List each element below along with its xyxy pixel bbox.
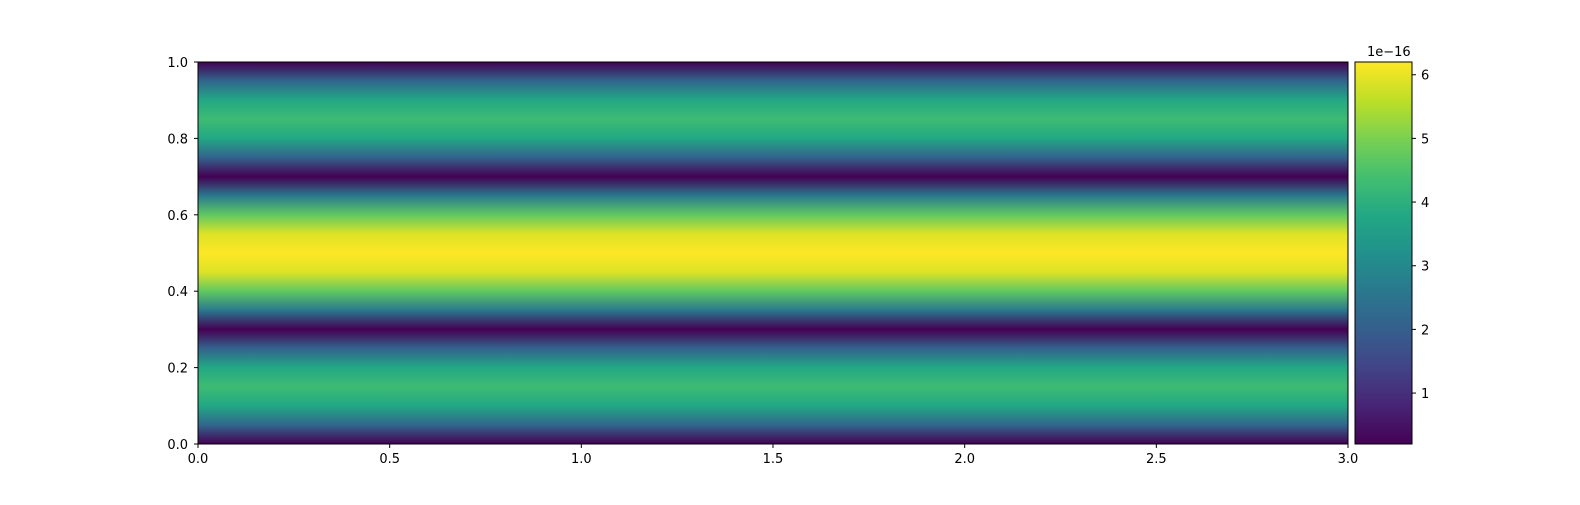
y-tick-label: 0.4 — [167, 285, 188, 300]
x-tick-label: 0.5 — [379, 452, 400, 467]
colorbar-tick-label: 4 — [1421, 196, 1429, 211]
heatmap — [198, 62, 1348, 444]
x-tick-label: 3.0 — [1338, 452, 1359, 467]
x-tick-label: 0.0 — [188, 452, 209, 467]
x-tick-label: 2.5 — [1146, 452, 1167, 467]
y-tick-label: 0.2 — [167, 362, 188, 377]
x-tick-label: 2.0 — [954, 452, 975, 467]
colorbar-tick-label: 6 — [1421, 69, 1429, 84]
y-tick-label: 0.0 — [167, 438, 188, 453]
x-tick-label: 1.0 — [571, 452, 592, 467]
y-tick-label: 0.8 — [167, 132, 188, 147]
y-tick-label: 1.0 — [167, 56, 188, 71]
colorbar-axis: 1 2 3 4 5 6 — [1412, 69, 1429, 402]
x-axis: 0.0 0.5 1.0 1.5 2.0 2.5 3.0 — [188, 444, 1359, 467]
colorbar-tick-label: 3 — [1421, 260, 1429, 275]
colorbar-fill — [1355, 62, 1412, 444]
colorbar: 1 2 3 4 5 6 1e−16 — [1354, 45, 1429, 445]
y-tick-label: 0.6 — [167, 209, 188, 224]
colorbar-tick-label: 1 — [1421, 387, 1429, 402]
colorbar-tick-label: 2 — [1421, 323, 1429, 338]
colorbar-frame — [1354, 61, 1413, 445]
plot-area: 0.0 0.5 1.0 1.5 2.0 2.5 3.0 0.0 0.2 0.4 0.6 0.8 1.0 — [167, 56, 1358, 467]
colorbar-exponent-label: 1e−16 — [1367, 45, 1411, 60]
y-axis: 0.0 0.2 0.4 0.6 0.8 1.0 — [167, 56, 198, 453]
colorbar-tick-label: 5 — [1421, 132, 1429, 147]
x-tick-label: 1.5 — [763, 452, 784, 467]
